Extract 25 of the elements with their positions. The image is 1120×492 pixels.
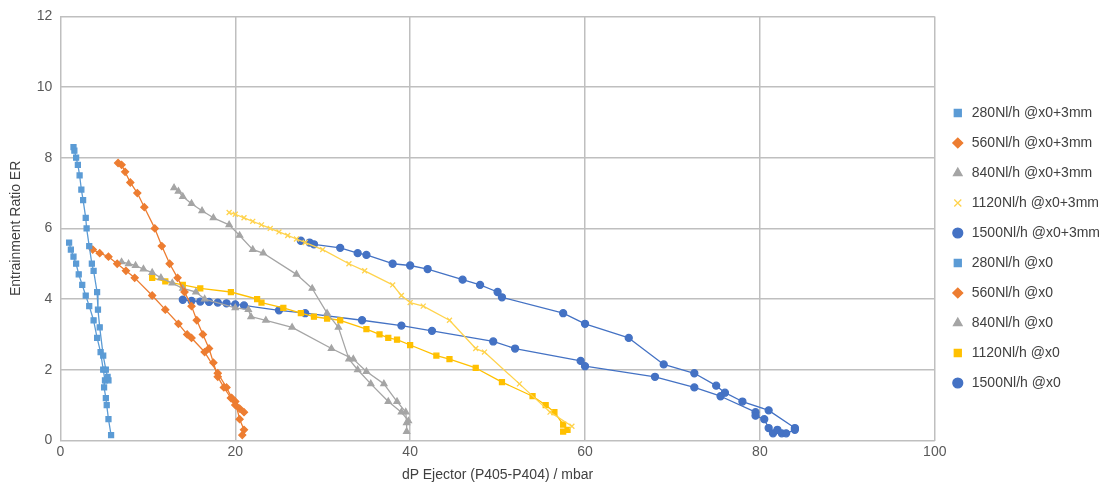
y-tick-label: 8 bbox=[44, 148, 53, 165]
legend-label: 1120Nl/h @x0 bbox=[971, 343, 1060, 360]
legend-label: 560Nl/h @x0 bbox=[971, 283, 1054, 300]
y-tick-label: 4 bbox=[44, 289, 53, 306]
legend-label: 1500Nl/h @x0 bbox=[971, 373, 1061, 390]
legend-label: 560Nl/h @x0+3mm bbox=[971, 133, 1093, 150]
y-tick-label: 12 bbox=[36, 7, 53, 24]
legend-label: 840Nl/h @x0 bbox=[971, 313, 1054, 330]
legend-label: 1500Nl/h @x0+3mm bbox=[971, 223, 1100, 240]
x-tick-label: 0 bbox=[56, 442, 65, 459]
x-tick-label: 80 bbox=[752, 442, 768, 459]
x-tick-label: 100 bbox=[923, 442, 947, 459]
legend-label: 1120Nl/h @x0+3mm bbox=[971, 193, 1099, 210]
x-tick-label: 40 bbox=[402, 442, 419, 459]
y-tick-label: 10 bbox=[36, 77, 53, 94]
x-axis-title: dP Ejector (P405-P404) / mbar bbox=[401, 466, 594, 483]
legend-label: 280Nl/h @x0 bbox=[971, 253, 1054, 270]
legend-label: 280Nl/h @x0+3mm bbox=[971, 103, 1093, 120]
y-tick-label: 0 bbox=[44, 431, 53, 448]
y-tick-label: 2 bbox=[44, 360, 53, 377]
y-tick-label: 6 bbox=[44, 219, 53, 236]
y-axis-title: Entrainment Ratio ER bbox=[7, 160, 24, 297]
x-tick-label: 60 bbox=[577, 442, 594, 459]
legend-label: 840Nl/h @x0+3mm bbox=[971, 163, 1093, 180]
x-tick-label: 20 bbox=[227, 442, 244, 459]
